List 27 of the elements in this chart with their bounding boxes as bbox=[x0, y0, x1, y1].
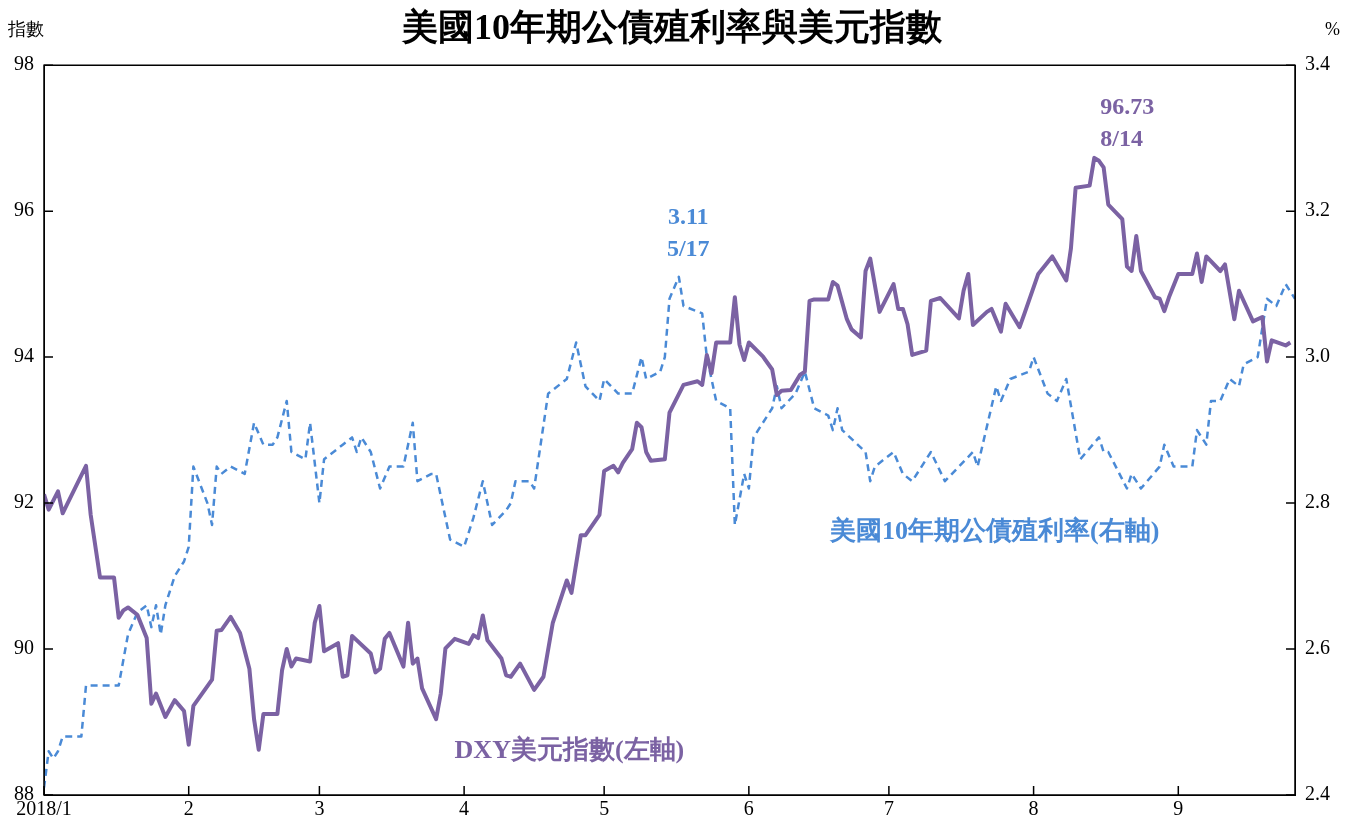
annotation: 3.11 5/17 bbox=[666, 203, 710, 262]
x-tick-label: 2 bbox=[183, 797, 194, 820]
x-tick-label: 5 bbox=[599, 797, 610, 820]
x-tick-label: 4 bbox=[459, 797, 470, 820]
line-series bbox=[44, 275, 1295, 789]
x-tick-label: 7 bbox=[883, 797, 894, 820]
y-axis-title: 指數 bbox=[7, 18, 44, 39]
x-tick-label: 6 bbox=[743, 797, 754, 820]
y2-tick-label: 3.4 bbox=[1305, 52, 1330, 75]
series-label: DXY美元指數(左軸) bbox=[454, 734, 685, 764]
y2-tick-label: 2.6 bbox=[1305, 636, 1330, 659]
y-tick-label: 96 bbox=[14, 198, 34, 221]
y2-axis-title: % bbox=[1325, 18, 1340, 39]
y2-tick-label: 2.8 bbox=[1305, 490, 1330, 513]
y-tick-label: 94 bbox=[14, 344, 34, 367]
x-tick-label: 3 bbox=[314, 797, 325, 820]
y2-tick-label: 2.4 bbox=[1305, 782, 1330, 805]
y-tick-label: 98 bbox=[14, 52, 34, 75]
y-tick-label: 92 bbox=[14, 490, 34, 513]
y2-tick-label: 3.2 bbox=[1305, 198, 1330, 221]
x-tick-label: 9 bbox=[1173, 797, 1184, 820]
y-tick-label: 90 bbox=[14, 636, 34, 659]
chart-title: 美國10年期公債殖利率與美元指數 bbox=[401, 6, 943, 47]
y2-tick-label: 3.0 bbox=[1305, 344, 1330, 367]
series-label: 美國10年期公債殖利率(右軸) bbox=[829, 515, 1160, 545]
annotation: 96.73 8/14 bbox=[1100, 93, 1155, 152]
x-tick-label: 8 bbox=[1028, 797, 1039, 820]
